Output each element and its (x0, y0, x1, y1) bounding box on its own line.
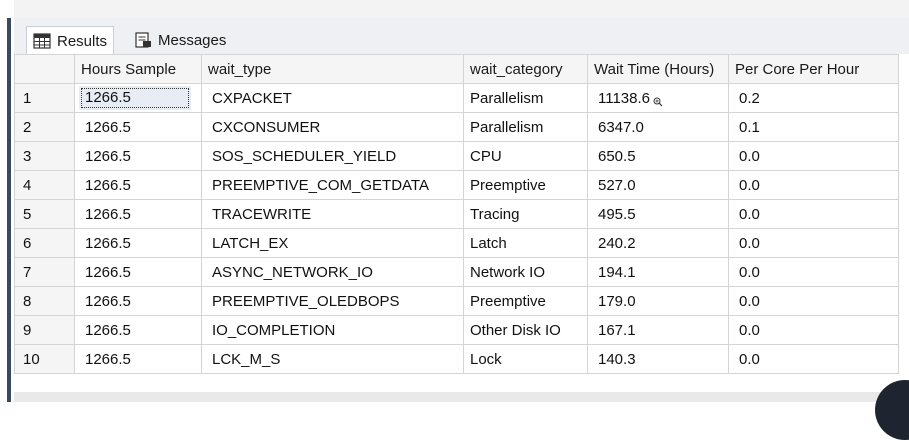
cell-wait-type[interactable]: PREEMPTIVE_COM_GETDATA (201, 170, 464, 200)
tab-results[interactable]: Results (26, 26, 115, 55)
tab-results-label: Results (57, 32, 108, 50)
table-row[interactable]: 8 1266.5 PREEMPTIVE_OLEDBOPS Preemptive … (14, 286, 899, 316)
results-grid: Hours Sample wait_type wait_category Wai… (14, 54, 899, 374)
cell-wait-category[interactable]: Latch (463, 228, 588, 258)
header-wait-time-hours[interactable]: Wait Time (Hours) (587, 54, 729, 84)
header-corner[interactable] (14, 54, 75, 84)
table-row[interactable]: 1 1266.5 CXPACKET Parallelism 11138.6 0.… (14, 83, 899, 113)
cell-wait-time-hours[interactable]: 11138.6 (587, 83, 729, 113)
cell-wait-category[interactable]: Other Disk IO (463, 315, 588, 345)
cell-wait-time-hours[interactable]: 167.1 (587, 315, 729, 345)
cell-hours-sample[interactable]: 1266.5 (74, 344, 202, 374)
cell-per-core-per-hour[interactable]: 0.0 (728, 286, 899, 316)
cell-per-core-per-hour[interactable]: 0.0 (728, 199, 899, 229)
cell-wait-category[interactable]: Preemptive (463, 286, 588, 316)
magnifier-cursor-icon (653, 94, 663, 106)
cell-wait-category[interactable]: Network IO (463, 257, 588, 287)
cell-per-core-per-hour[interactable]: 0.1 (728, 112, 899, 142)
header-row: Hours Sample wait_type wait_category Wai… (14, 54, 899, 84)
cell-wait-type[interactable]: CXPACKET (201, 83, 464, 113)
table-row[interactable]: 7 1266.5 ASYNC_NETWORK_IO Network IO 194… (14, 257, 899, 287)
row-number[interactable]: 1 (14, 83, 75, 113)
cell-wait-time-hours[interactable]: 179.0 (587, 286, 729, 316)
cell-per-core-per-hour[interactable]: 0.0 (728, 228, 899, 258)
table-row[interactable]: 5 1266.5 TRACEWRITE Tracing 495.5 0.0 (14, 199, 899, 229)
row-number[interactable]: 8 (14, 286, 75, 316)
table-row[interactable]: 9 1266.5 IO_COMPLETION Other Disk IO 167… (14, 315, 899, 345)
row-number[interactable]: 2 (14, 112, 75, 142)
cell-per-core-per-hour[interactable]: 0.0 (728, 344, 899, 374)
table-row[interactable]: 3 1266.5 SOS_SCHEDULER_YIELD CPU 650.5 0… (14, 141, 899, 171)
cell-wait-time-hours[interactable]: 140.3 (587, 344, 729, 374)
header-per-core-per-hour[interactable]: Per Core Per Hour (728, 54, 899, 84)
cell-hours-sample[interactable]: 1266.5 (74, 141, 202, 171)
table-row[interactable]: 10 1266.5 LCK_M_S Lock 140.3 0.0 (14, 344, 899, 374)
cell-wait-time-hours[interactable]: 495.5 (587, 199, 729, 229)
cell-hours-sample[interactable]: 1266.5 (74, 257, 202, 287)
row-number[interactable]: 10 (14, 344, 75, 374)
grid-icon (33, 33, 51, 49)
cell-wait-time-hours[interactable]: 650.5 (587, 141, 729, 171)
cell-wait-category[interactable]: Lock (463, 344, 588, 374)
results-grid-area: Hours Sample wait_type wait_category Wai… (14, 54, 909, 392)
row-number[interactable]: 7 (14, 257, 75, 287)
cell-wait-type[interactable]: SOS_SCHEDULER_YIELD (201, 141, 464, 171)
cell-per-core-per-hour[interactable]: 0.0 (728, 315, 899, 345)
cell-wait-type[interactable]: LATCH_EX (201, 228, 464, 258)
cell-hours-sample[interactable]: 1266.5 (74, 170, 202, 200)
cell-wait-category[interactable]: Parallelism (463, 112, 588, 142)
row-number[interactable]: 5 (14, 199, 75, 229)
cell-wait-category[interactable]: Parallelism (463, 83, 588, 113)
table-row[interactable]: 2 1266.5 CXCONSUMER Parallelism 6347.0 0… (14, 112, 899, 142)
cell-hours-sample[interactable]: 1266.5 (74, 112, 202, 142)
cell-wait-category[interactable]: Tracing (463, 199, 588, 229)
cell-wait-time-hours[interactable]: 527.0 (587, 170, 729, 200)
cell-wait-category[interactable]: Preemptive (463, 170, 588, 200)
tab-messages-label: Messages (158, 31, 227, 49)
cell-wait-type[interactable]: CXCONSUMER (201, 112, 464, 142)
tab-messages[interactable]: Messages (128, 26, 232, 54)
header-hours-sample[interactable]: Hours Sample (74, 54, 202, 84)
cell-wait-type[interactable]: PREEMPTIVE_OLEDBOPS (201, 286, 464, 316)
cell-wait-time-hours[interactable]: 194.1 (587, 257, 729, 287)
selected-cell-value: 1266.5 (79, 86, 191, 110)
cell-hours-sample[interactable]: 1266.5 (74, 286, 202, 316)
messages-icon (134, 32, 152, 48)
table-row[interactable]: 6 1266.5 LATCH_EX Latch 240.2 0.0 (14, 228, 899, 258)
header-wait-category[interactable]: wait_category (463, 54, 588, 84)
cell-hours-sample[interactable]: 1266.5 (74, 199, 202, 229)
cell-per-core-per-hour[interactable]: 0.0 (728, 170, 899, 200)
cell-wait-type[interactable]: ASYNC_NETWORK_IO (201, 257, 464, 287)
cell-wait-type[interactable]: TRACEWRITE (201, 199, 464, 229)
header-wait-type[interactable]: wait_type (201, 54, 464, 84)
cell-wait-category[interactable]: CPU (463, 141, 588, 171)
cell-wait-type[interactable]: IO_COMPLETION (201, 315, 464, 345)
table-row[interactable]: 4 1266.5 PREEMPTIVE_COM_GETDATA Preempti… (14, 170, 899, 200)
cell-per-core-per-hour[interactable]: 0.0 (728, 257, 899, 287)
row-number[interactable]: 9 (14, 315, 75, 345)
row-number[interactable]: 4 (14, 170, 75, 200)
left-rail (0, 0, 14, 402)
cell-wait-time-hours[interactable]: 240.2 (587, 228, 729, 258)
cell-wait-time-value: 11138.6 (598, 89, 650, 107)
cell-hours-sample[interactable]: 1266.5 (74, 83, 202, 113)
cell-per-core-per-hour[interactable]: 0.2 (728, 83, 899, 113)
row-number[interactable]: 3 (14, 141, 75, 171)
cell-hours-sample[interactable]: 1266.5 (74, 315, 202, 345)
grid-bottom-edge (14, 392, 909, 402)
cell-per-core-per-hour[interactable]: 0.0 (728, 141, 899, 171)
row-number[interactable]: 6 (14, 228, 75, 258)
cell-wait-type[interactable]: LCK_M_S (201, 344, 464, 374)
cell-wait-time-hours[interactable]: 6347.0 (587, 112, 729, 142)
results-tabbar: Results Messages (14, 18, 909, 55)
cell-hours-sample[interactable]: 1266.5 (74, 228, 202, 258)
